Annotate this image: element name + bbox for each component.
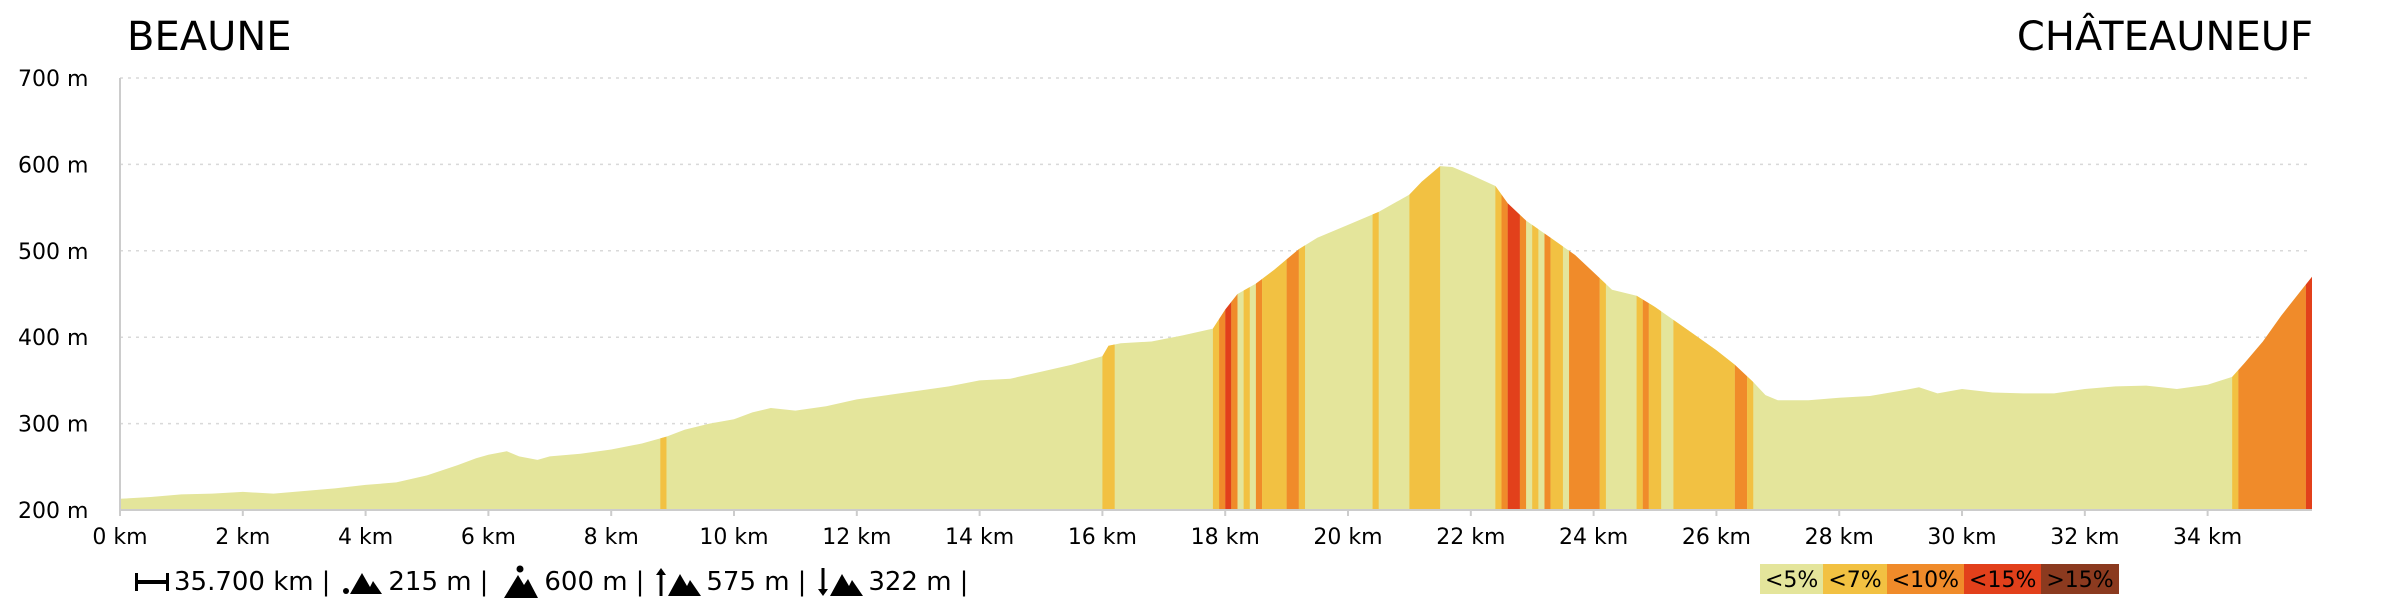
x-tick-label: 30 km [1927,525,1996,550]
grade-band [2238,166,2306,510]
grade-band [1636,166,1643,510]
separator: | [797,567,807,597]
descent-value: 322 m [868,567,952,597]
grade-band [1642,166,1649,510]
x-tick-label: 12 km [822,525,891,550]
y-tick-label: 600 m [18,153,88,178]
grade-band [1225,166,1232,510]
grade-band [1372,166,1379,510]
grade-band [1648,166,1662,510]
max-altitude-value: 600 m [544,567,628,597]
separator: | [959,567,969,597]
grade-band [1219,166,1226,510]
x-tick-label: 20 km [1313,525,1382,550]
grade-band [660,166,667,510]
distance-icon [135,573,169,591]
grade-band [1673,166,1735,510]
grade-band [1550,166,1563,510]
grade-band [1409,166,1441,510]
min-altitude-value: 215 m [388,567,472,597]
legend-entry: <15% [1964,564,2042,594]
max-altitude-icon [504,565,539,598]
legend-entry: <10% [1886,564,1965,594]
y-axis-ticks: 200 m 300 m 400 m 500 m 600 m 700 m [18,67,88,524]
elevation-area [120,166,2312,510]
separator: | [479,567,489,597]
grade-band [1212,166,1220,510]
x-tick-label: 34 km [2173,525,2242,550]
x-tick-label: 6 km [461,525,516,550]
ascent-value: 575 m [706,567,790,597]
grade-legend: <5% <7% <10% <15% >15% [1760,564,2119,594]
x-tick-label: 14 km [945,525,1014,550]
grade-band [2305,166,2312,510]
elevation-chart: 200 m 300 m 400 m 500 m 600 m 700 m 0 km 2 km 4… [18,67,2312,550]
grade-band [1599,166,1606,510]
grade-band [2232,166,2239,510]
grade-band [1495,166,1502,510]
grade-band [1501,166,1508,510]
grade-band [1255,166,1263,510]
x-axis-ticks: 0 km 2 km 4 km 6 km 8 km 10 km 12 km 14 km 16 km… [92,510,2242,550]
x-tick-label: 2 km [215,525,270,550]
grade-band [1286,166,1299,510]
grade-band [1298,166,1306,510]
grade-band [1747,166,1754,510]
x-tick-label: 28 km [1805,525,1874,550]
y-tick-label: 200 m [18,499,88,524]
grade-band [1507,166,1520,510]
grade-band [1544,166,1551,510]
x-tick-label: 0 km [92,525,147,550]
legend-entry: <5% [1760,564,1824,594]
x-tick-label: 10 km [699,525,768,550]
separator: | [635,567,645,597]
ascent-icon [656,568,702,596]
grade-band [1569,166,1600,510]
y-tick-label: 300 m [18,413,88,438]
y-tick-label: 700 m [18,67,88,92]
grade-band [1231,166,1238,510]
legend-entry: <7% [1823,564,1887,594]
grade-band [1243,166,1250,510]
y-tick-label: 500 m [18,240,88,265]
x-tick-label: 18 km [1191,525,1260,550]
separator: | [321,567,331,597]
grade-band [1532,166,1539,510]
x-tick-label: 8 km [584,525,639,550]
descent-icon [818,568,864,596]
end-place-label: CHÂTEAUNEUF [2016,14,2313,60]
grade-band [1519,166,1527,510]
x-tick-label: 22 km [1436,525,1505,550]
grade-band [1734,166,1748,510]
x-tick-label: 24 km [1559,525,1628,550]
x-tick-label: 26 km [1682,525,1751,550]
route-stats: 35.700 km | 215 m | 600 m | 575 m | 322 … [130,565,976,599]
grade-band [1102,166,1115,510]
axes [119,78,2312,511]
legend-entry: >15% [2041,564,2119,594]
x-tick-label: 16 km [1068,525,1137,550]
x-tick-label: 32 km [2050,525,2119,550]
start-place-label: BEAUNE [127,14,292,60]
grade-band [1262,166,1287,510]
x-tick-label: 4 km [338,525,393,550]
min-altitude-icon [343,573,383,594]
distance-value: 35.700 km [174,567,314,597]
y-tick-label: 400 m [18,326,88,351]
